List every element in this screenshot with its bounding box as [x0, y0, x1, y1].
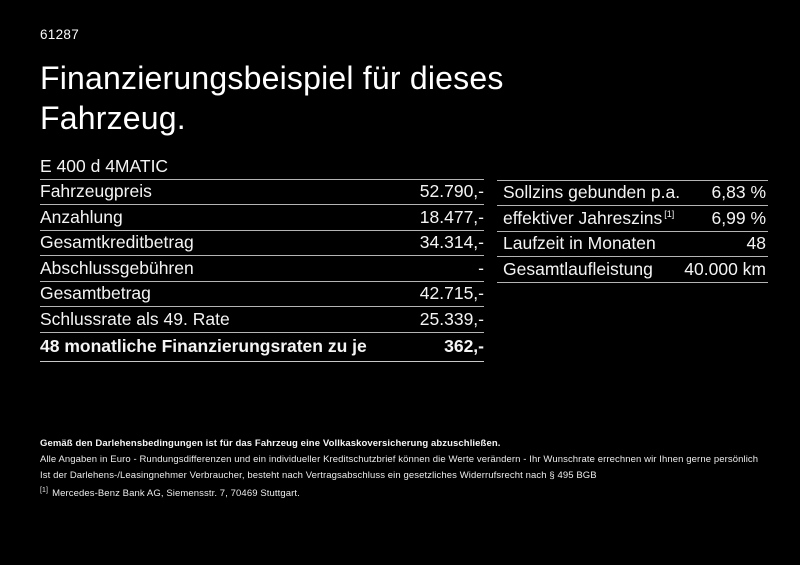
row-value: 40.000 km	[684, 258, 766, 279]
disclaimer-note: Alle Angaben in Euro - Rundungsdifferenz…	[40, 454, 759, 465]
model-name: E 400 d 4MATIC	[40, 155, 169, 176]
finance-table: E 400 d 4MATIC Fahrzeugpreis 52.790,- An…	[40, 154, 484, 362]
row-label: effektiver Jahreszins [1]	[503, 207, 675, 228]
row-value: 34.314,-	[419, 232, 484, 253]
row-value: 6,83 %	[711, 182, 766, 203]
row-value: 42.715,-	[419, 283, 484, 304]
table-row: effektiver Jahreszins [1] 6,99 %	[497, 206, 768, 232]
row-value: -	[478, 257, 484, 278]
row-label: Abschlussgebühren	[40, 257, 194, 278]
row-label: Anzahlung	[40, 206, 123, 227]
table-row: Laufzeit in Monaten 48	[497, 232, 768, 257]
row-label: Gesamtkreditbetrag	[40, 232, 194, 253]
table-row: Abschlussgebühren -	[40, 256, 484, 282]
row-label: Schlussrate als 49. Rate	[40, 308, 230, 329]
reference-number: 61287	[40, 27, 80, 42]
row-value: 18.477,-	[419, 206, 484, 227]
page-title: Finanzierungsbeispiel für dieses Fahrzeu…	[40, 60, 504, 136]
table-row: Gesamtlaufleistung 40.000 km	[497, 257, 768, 283]
row-value: 48	[746, 233, 766, 254]
table-row: Anzahlung 18.477,-	[40, 205, 484, 231]
bank-footnote: [1] Mercedes-Benz Bank AG, Siemensstr. 7,…	[40, 483, 768, 502]
table-row: Fahrzeugpreis 52.790,-	[40, 180, 484, 205]
legal-footer: Gemäß den Darlehensbedingungen ist für d…	[40, 436, 768, 502]
footnote-marker: [1]	[40, 487, 49, 494]
monthly-rate-total-row: 48 monatliche Finanzierungsraten zu je 3…	[40, 333, 484, 362]
table-row: Gesamtkreditbetrag 34.314,-	[40, 231, 484, 256]
row-label: Laufzeit in Monaten	[503, 233, 656, 254]
insurance-requirement-note: Gemäß den Darlehensbedingungen ist für d…	[40, 437, 501, 449]
conditions-table: Sollzins gebunden p.a. 6,83 % effektiver…	[497, 179, 768, 362]
row-value: 362,-	[444, 336, 484, 356]
footnote-text: Mercedes-Benz Bank AG, Siemensstr. 7, 70…	[52, 488, 300, 500]
row-label: Fahrzeugpreis	[40, 181, 152, 202]
withdrawal-right-note: Ist der Darlehens-/Leasingnehmer Verbrau…	[40, 469, 597, 481]
table-row: Schlussrate als 49. Rate 25.339,-	[40, 307, 484, 333]
footnote-ref: [1]	[664, 208, 675, 219]
row-label: Gesamtbetrag	[40, 283, 151, 304]
row-label: Gesamtlaufleistung	[503, 258, 653, 279]
row-value: 6,99 %	[711, 207, 766, 228]
tables-container: E 400 d 4MATIC Fahrzeugpreis 52.790,- An…	[40, 154, 768, 362]
model-name-row: E 400 d 4MATIC	[40, 154, 484, 180]
table-row: Sollzins gebunden p.a. 6,83 %	[497, 181, 768, 206]
row-value: 52.790,-	[419, 181, 484, 202]
row-value: 25.339,-	[419, 308, 484, 329]
table-row: Gesamtbetrag 42.715,-	[40, 282, 484, 307]
row-label: 48 monatliche Finanzierungsraten zu je	[40, 336, 367, 356]
row-label: Sollzins gebunden p.a.	[503, 182, 681, 203]
